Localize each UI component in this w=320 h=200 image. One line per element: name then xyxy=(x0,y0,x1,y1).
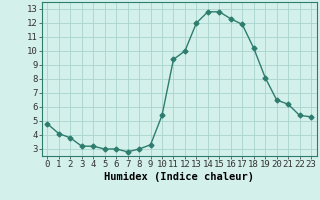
X-axis label: Humidex (Indice chaleur): Humidex (Indice chaleur) xyxy=(104,172,254,182)
